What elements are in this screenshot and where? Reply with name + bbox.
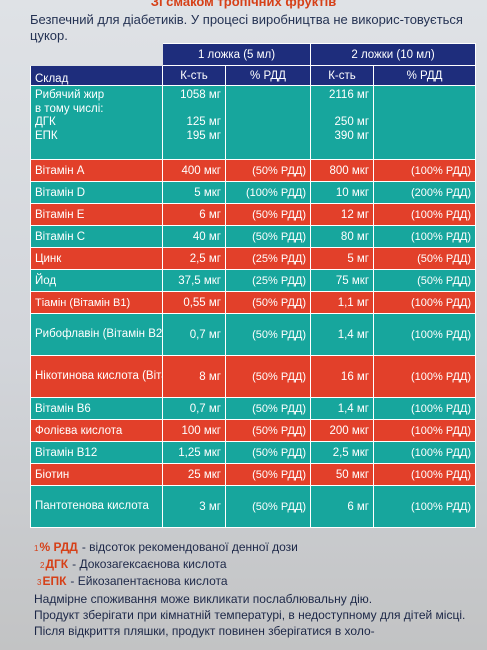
header-rda-1: % РДД — [224, 65, 312, 86]
note-after-opening: Після відкриття пляшки, продукт повинен … — [34, 624, 375, 638]
header-qty-1: К-сть — [162, 65, 226, 86]
table-row: Йод 37,5 мкг (25% РДД) 75 мкг (50% РДД) — [30, 269, 477, 292]
table-row-fish-oil: Рибячий жир в тому числі: ДГК ЕПК 1058 мг 1… — [30, 85, 477, 160]
table-row: Вітамін В6 0,7 мг (50% РДД) 1,4 мг (100% РДД… — [30, 397, 477, 420]
header-one-spoon: 1 ложка (5 мл) — [161, 43, 312, 66]
table-row: Вітамін С 40 мг (50% РДД) 80 мг (100% РДД) — [30, 225, 477, 248]
footnote-dha: 2 ДГК - Докозагексаєнова кислота — [40, 557, 227, 571]
footnote-epa: 3 ЕПК - Ейкозапентаєнова кислота — [37, 574, 228, 588]
table-row: Фолієва кислота 100 мкг (50% РДД) 200 мкг (1… — [30, 419, 477, 442]
table-row: Вітамін А 400 мкг (50% РДД) 800 мкг (100% РД… — [30, 159, 477, 182]
header-qty-2: К-сть — [310, 65, 375, 86]
fish-oil-qty-2: 2116 мг 250 мг 390 мг — [310, 85, 375, 160]
intro-text: Безпечний для діабетиків. У процесі виро… — [30, 12, 463, 43]
table-row: Біотин 25 мкг (50% РДД) 50 мкг (100% РДД) — [30, 463, 477, 486]
table-row: Тіамін (Вітамін В1) 0,55 мг (50% РДД) 1,1 м… — [30, 291, 477, 314]
note-laxative: Надмірне споживання може викликати посла… — [34, 592, 373, 606]
table-row: Пантотенова кислота 3 мг (50% РДД) 6 мг (100… — [30, 485, 477, 528]
footnotes: 1% РДД - відсоток рекомендованої денної д… — [34, 540, 484, 638]
note-storage: Продукт зберігати при кімнатній температ… — [34, 608, 466, 622]
fish-oil-name: Рибячий жир в тому числі: ДГК ЕПК — [30, 85, 163, 160]
header-rda-2: % РДД — [373, 65, 477, 86]
table-row: Цинк 2,5 мг (25% РДД) 5 мг (50% РДД) — [30, 247, 477, 270]
fish-oil-qty-1: 1058 мг 125 мг 195 мг — [162, 85, 226, 160]
footnote-rda: 1% РДД - відсоток рекомендованої денної д… — [34, 540, 298, 554]
table-row: Рибофлавін (Вітамін В2) 0,7 мг (50% РДД) 1,… — [30, 313, 477, 356]
nutrition-table: 1 ложка (5 мл) 2 ложки (10 мл) Склад К-с… — [30, 43, 477, 528]
table-row: Нікотинова кислота (Вітамін РР)8 мг(50% … — [30, 355, 477, 398]
header-composition: Склад — [30, 65, 163, 86]
tagline: Зі смаком тропічних фруктів — [150, 0, 337, 9]
header-two-spoons: 2 ложки (10 мл) — [310, 43, 477, 66]
table-row: Вітамін В12 1,25 мкг (50% РДД) 2,5 мкг (100%… — [30, 441, 477, 464]
